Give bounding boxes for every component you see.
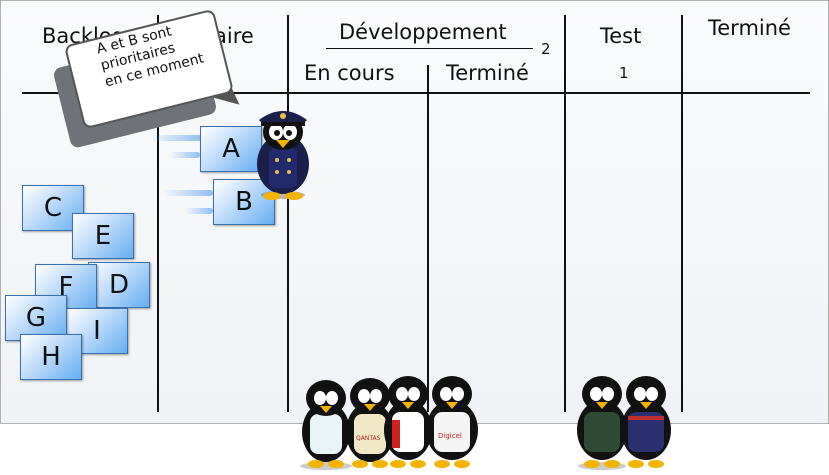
header-divider [22, 92, 810, 94]
motion-streak [150, 135, 202, 141]
card-b: B [213, 179, 275, 225]
development-underline [326, 48, 533, 49]
pilot-penguin-icon [257, 111, 309, 200]
test-wip-limit: 1 [619, 64, 629, 82]
card-i: I [66, 308, 128, 354]
column-divider [157, 15, 159, 412]
column-header-dev-done: Terminé [446, 61, 529, 85]
jersey-label-qantas: QANTAS [356, 435, 381, 442]
column-header-development: Développement [339, 20, 507, 44]
motion-streak [163, 190, 213, 196]
developer-penguins-icon: QANTAS Digicel [300, 376, 478, 470]
card-h: H [20, 334, 82, 380]
jersey-label-digicel: Digicel [438, 432, 462, 440]
card-a: A [200, 126, 262, 172]
motion-streak [170, 152, 200, 158]
card-d: D [88, 262, 150, 308]
column-divider [427, 65, 429, 412]
card-g: G [5, 295, 67, 341]
column-header-done: Terminé [708, 16, 791, 40]
column-divider [564, 15, 566, 412]
column-divider [681, 15, 683, 412]
motion-streak [185, 208, 213, 214]
tester-penguins-icon [577, 376, 671, 470]
column-divider [287, 15, 289, 412]
card-e: E [72, 213, 134, 259]
development-wip-limit: 2 [541, 40, 551, 58]
column-header-in-progress: En cours [304, 61, 395, 85]
column-header-test: Test [600, 24, 642, 48]
